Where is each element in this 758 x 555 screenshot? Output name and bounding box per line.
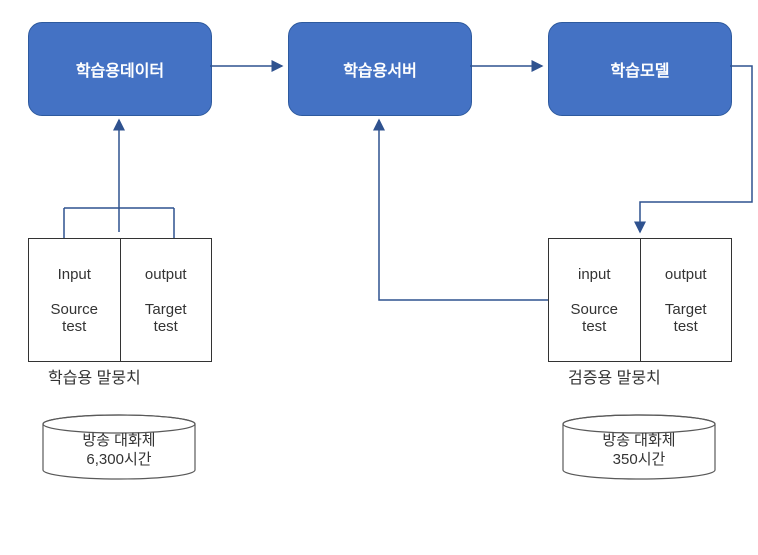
train-output-l1: Target xyxy=(145,301,187,318)
valid-input-col: input Source test xyxy=(549,239,640,361)
valid-output-col: output Target test xyxy=(640,239,732,361)
valid-corpus-label: 검증용 말뭉치 xyxy=(568,364,661,388)
node-trained-model-label: 학습모델 xyxy=(611,57,670,81)
node-training-server-label: 학습용서버 xyxy=(343,57,417,81)
edge-train-split xyxy=(64,208,174,238)
node-trained-model: 학습모델 xyxy=(548,22,732,116)
train-io-pair: Input Source test output Target test xyxy=(28,238,212,362)
valid-io-pair: input Source test output Target test xyxy=(548,238,732,362)
valid-input-l1: Source xyxy=(570,301,618,318)
node-training-data: 학습용데이터 xyxy=(28,22,212,116)
train-cylinder-text: 방송 대화체 6,300시간 xyxy=(42,432,196,470)
node-training-data-label: 학습용데이터 xyxy=(76,57,164,81)
train-input-col: Input Source test xyxy=(29,239,120,361)
valid-corpus-text: 검증용 말뭉치 xyxy=(568,370,661,387)
train-cyl-line2: 6,300시간 xyxy=(42,451,196,470)
train-output-l2: test xyxy=(154,318,178,335)
valid-input-top: input xyxy=(578,266,611,283)
train-corpus-text: 학습용 말뭉치 xyxy=(48,370,141,387)
train-cylinder: 방송 대화체 6,300시간 xyxy=(42,414,196,480)
train-cyl-line1: 방송 대화체 xyxy=(42,432,196,451)
train-input-l1: Source xyxy=(50,301,98,318)
valid-output-top: output xyxy=(665,266,707,283)
valid-cylinder: 방송 대화체 350시간 xyxy=(562,414,716,480)
valid-cyl-line1: 방송 대화체 xyxy=(562,432,716,451)
train-corpus-label: 학습용 말뭉치 xyxy=(48,364,141,388)
train-output-col: output Target test xyxy=(120,239,212,361)
train-input-l2: test xyxy=(62,318,86,335)
train-output-top: output xyxy=(145,266,187,283)
valid-input-l2: test xyxy=(582,318,606,335)
valid-cylinder-text: 방송 대화체 350시간 xyxy=(562,432,716,470)
valid-output-l1: Target xyxy=(665,301,707,318)
node-training-server: 학습용서버 xyxy=(288,22,472,116)
edge-valid-to-server xyxy=(379,120,548,300)
valid-cyl-line2: 350시간 xyxy=(562,451,716,470)
valid-output-l2: test xyxy=(674,318,698,335)
train-input-top: Input xyxy=(58,266,91,283)
